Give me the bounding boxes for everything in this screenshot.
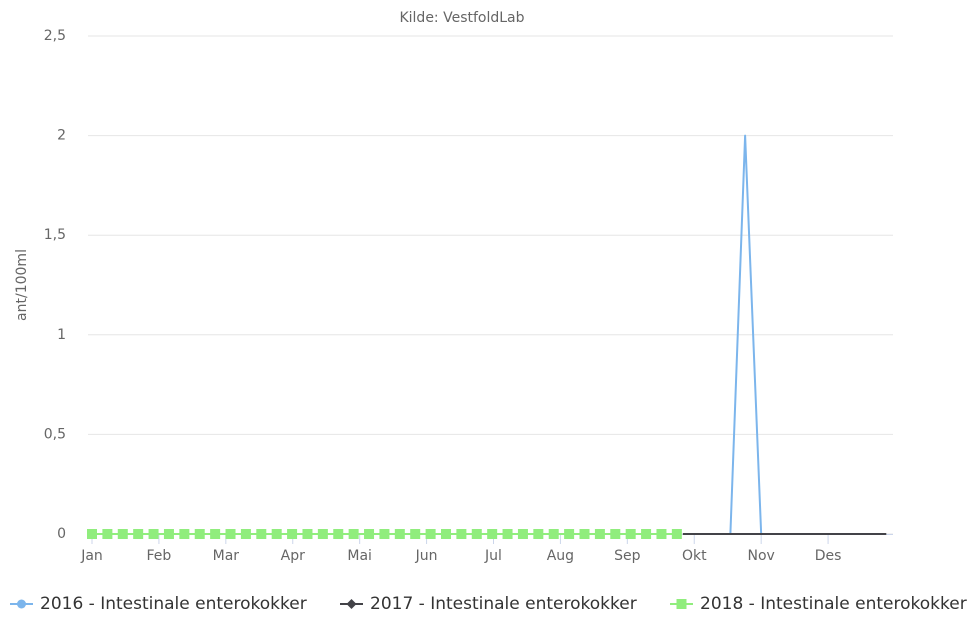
data-point [564,529,575,539]
x-tick-label: Des [815,548,842,564]
data-point [364,529,375,539]
x-tick-label: Jul [484,548,502,564]
y-tick-label: 2,5 [44,28,66,44]
data-point [379,529,390,539]
x-tick-label: Okt [682,548,707,564]
data-point [410,529,421,539]
data-point [240,529,251,539]
data-point [641,529,652,539]
data-point [625,529,636,539]
data-point [194,529,205,539]
x-tick-label: Mai [347,548,372,564]
legend-text[interactable]: 2017 - Intestinale enterokokker [370,594,637,614]
y-tick-label: 1 [57,327,66,343]
data-point [210,529,221,539]
data-point [471,529,482,539]
data-point [456,529,467,539]
chart-title: Kilde: VestfoldLab [399,10,524,26]
data-point [133,529,144,539]
x-tick-label: Aug [547,548,574,564]
y-tick-label: 0,5 [44,426,66,442]
y-tick-label: 2 [57,128,66,144]
x-tick-label: Nov [748,548,775,564]
x-tick-label: Apr [281,548,305,564]
data-point [533,529,544,539]
data-point [425,529,436,539]
data-point [348,529,359,539]
data-point [271,529,282,539]
y-axis-label: ant/100ml [14,249,30,321]
data-point [287,529,298,539]
legend-marker [17,599,26,609]
data-point [610,529,621,539]
data-point [517,529,528,539]
legend-marker [346,599,357,609]
data-point [502,529,513,539]
legend-marker [676,599,687,609]
data-point [163,529,174,539]
data-point [671,529,682,539]
data-point [594,529,605,539]
x-tick-label: Feb [147,548,172,564]
data-point [333,529,344,539]
data-point [440,529,451,539]
data-point [317,529,328,539]
series-line [729,134,763,535]
data-point [179,529,190,539]
data-point [394,529,405,539]
data-point [87,529,97,539]
x-tick-label: Jun [415,548,438,564]
legend-text[interactable]: 2016 - Intestinale enterokokker [40,594,307,614]
data-point [302,529,313,539]
x-tick-label: Mar [213,548,240,564]
x-tick-label: Sep [614,548,641,564]
data-point [225,529,236,539]
data-point [148,529,159,539]
data-point [487,529,498,539]
data-point [256,529,267,539]
data-point [579,529,590,539]
legend-text[interactable]: 2018 - Intestinale enterokokker [700,594,967,614]
x-tick-label: Jan [80,548,103,564]
data-point [548,529,559,539]
data-point [656,529,667,539]
y-tick-label: 1,5 [44,227,66,243]
y-tick-label: 0 [57,526,66,542]
data-point [102,529,113,539]
data-point [117,529,128,539]
